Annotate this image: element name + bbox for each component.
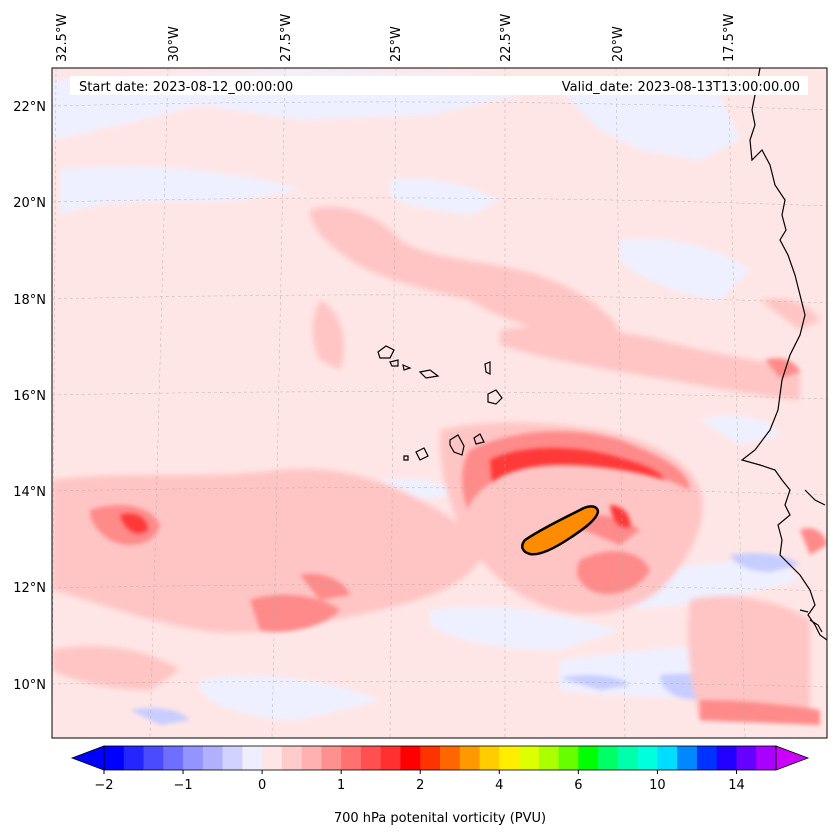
colorbar-cell: [558, 746, 579, 770]
colorbar: −2 −1 0 1 2 4 6 10 14 700 hPa potenital vorticit…: [70, 745, 810, 826]
colorbar-tick-label: 0: [258, 778, 266, 793]
colorbar-cell: [519, 746, 540, 770]
colorbar-cell: [677, 746, 698, 770]
colorbar-cell: [479, 746, 500, 770]
colorbar-cell: [440, 746, 461, 770]
pv-strong-red-ring: [120, 448, 665, 534]
coastline-africa: [740, 68, 827, 641]
colorbar-cell: [716, 746, 737, 770]
lat-label: 10°N: [13, 678, 46, 693]
lon-label: 20°W: [611, 26, 626, 62]
colorbar-cell: [736, 746, 757, 770]
pv-orange-core: [521, 505, 600, 556]
colorbar-frame: [103, 745, 777, 771]
longitude-labels: 32.5°W 30°W 27.5°W 25°W 22.5°W 20°W 17.5…: [55, 14, 737, 62]
colorbar-cell: [617, 746, 639, 770]
colorbar-cell: [321, 746, 342, 770]
colorbar-cell: [143, 746, 164, 770]
lat-label: 12°N: [13, 581, 46, 596]
colorbar-tick-label: 14: [728, 778, 745, 793]
lon-label: 27.5°W: [279, 14, 294, 62]
colorbar-cell: [163, 746, 184, 770]
colorbar-cell: [696, 746, 718, 770]
colorbar-cell: [341, 746, 362, 770]
gridlines: [52, 68, 827, 738]
colorbar-cell: [578, 746, 599, 770]
colorbar-cell: [657, 746, 678, 770]
latitude-labels: 22°N 20°N 18°N 16°N 14°N 12°N 10°N: [13, 100, 46, 693]
colorbar-cell: [202, 746, 224, 770]
colorbar-cell: [222, 746, 243, 770]
colorbar-cell: [123, 746, 145, 770]
colorbar-tick-label: 2: [416, 778, 424, 793]
map-panel[interactable]: [52, 68, 827, 738]
colorbar-cell: [104, 746, 125, 770]
header-box: [70, 76, 808, 95]
colorbar-cells: [104, 746, 777, 770]
lon-label: 32.5°W: [55, 14, 70, 62]
colorbar-cell: [637, 746, 658, 770]
colorbar-cell: [538, 746, 560, 770]
lon-label: 25°W: [389, 26, 404, 62]
colorbar-cell: [183, 746, 204, 770]
colorbar-cell: [380, 746, 401, 770]
lat-label: 20°N: [13, 196, 46, 211]
colorbar-tick-label: −2: [94, 778, 113, 793]
colorbar-extend-high: [775, 745, 810, 771]
start-date-label: Start date: 2023-08-12_00:00:00: [79, 80, 293, 95]
colorbar-cell: [360, 746, 382, 770]
colorbar-cell: [598, 746, 619, 770]
colorbar-cell: [420, 746, 441, 770]
map-frame: [51, 67, 828, 739]
lat-label: 14°N: [13, 485, 46, 500]
lat-label: 22°N: [13, 100, 46, 115]
colorbar-cell: [400, 746, 421, 770]
colorbar-tick-label: −1: [173, 778, 192, 793]
colorbar-cell: [459, 746, 481, 770]
lon-label: 22.5°W: [499, 14, 514, 62]
colorbar-cell: [756, 746, 777, 770]
cape-verde-islands: [377, 345, 503, 461]
colorbar-cell: [281, 746, 303, 770]
colorbar-cell: [301, 746, 322, 770]
colorbar-tick-label: 1: [337, 778, 345, 793]
lat-label: 16°N: [13, 389, 46, 404]
colorbar-cell: [499, 746, 520, 770]
colorbar-tick-label: 6: [574, 778, 582, 793]
colorbar-cell: [262, 746, 283, 770]
colorbar-cell: [242, 746, 263, 770]
colorbar-extend-low: [70, 745, 105, 771]
colorbar-ticks: −2 −1 0 1 2 4 6 10 14: [94, 770, 745, 793]
colorbar-title: 700 hPa potenital vorticity (PVU): [334, 811, 546, 826]
colorbar-tick-label: 10: [649, 778, 666, 793]
valid-date-label: Valid_date: 2023-08-13T13:00:00.00: [562, 80, 800, 95]
lon-label: 30°W: [167, 26, 182, 62]
lon-label: 17.5°W: [722, 14, 737, 62]
colorbar-tick-label: 4: [495, 778, 503, 793]
lat-label: 18°N: [13, 293, 46, 308]
